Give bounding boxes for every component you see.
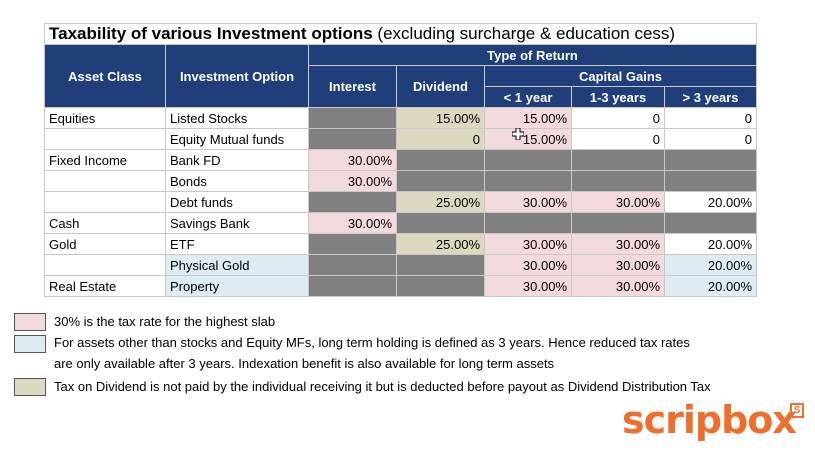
cell-dividend[interactable] xyxy=(396,254,485,276)
cell-gt3[interactable]: 20.00% xyxy=(664,275,757,297)
cell-lt1[interactable]: 30.00% xyxy=(484,233,572,255)
cell-asset[interactable] xyxy=(44,128,166,150)
cell-gt3[interactable]: 20.00% xyxy=(664,191,757,213)
cell-1-3[interactable]: 30.00% xyxy=(571,254,665,276)
scripbox-badge-icon: S xyxy=(790,403,804,418)
cell-interest[interactable] xyxy=(308,254,397,276)
cell-1-3[interactable] xyxy=(571,212,665,234)
cell-interest[interactable]: 30.00% xyxy=(308,170,397,192)
legend-swatch-pink xyxy=(14,313,46,331)
cell-1-3[interactable]: 30.00% xyxy=(571,275,665,297)
cell-dividend[interactable]: 0 xyxy=(396,128,485,150)
cell-lt1[interactable]: 30.00% xyxy=(484,254,572,276)
cell-asset[interactable]: Real Estate xyxy=(44,275,166,297)
title-rest: (excluding surcharge & education cess) xyxy=(372,24,676,44)
header-investment-option: Investment Option xyxy=(165,44,309,108)
cell-gt3[interactable] xyxy=(664,212,757,234)
header-gt3: > 3 years xyxy=(664,86,757,108)
cell-1-3[interactable]: 30.00% xyxy=(571,191,665,213)
cell-dividend[interactable] xyxy=(396,275,485,297)
cell-asset[interactable]: Cash xyxy=(44,212,166,234)
cell-1-3[interactable]: 0 xyxy=(571,128,665,150)
cell-lt1[interactable] xyxy=(484,170,572,192)
cell-gt3[interactable]: 0 xyxy=(664,128,757,150)
cell-1-3[interactable] xyxy=(571,170,665,192)
cell-gt3[interactable] xyxy=(664,149,757,171)
table-row: Real Estate Property 30.00% 30.00% 20.00… xyxy=(44,275,757,297)
header-dividend: Dividend xyxy=(396,65,485,108)
cell-1-3[interactable]: 30.00% xyxy=(571,233,665,255)
cell-asset[interactable]: Equities xyxy=(44,107,166,129)
cell-dividend[interactable] xyxy=(396,149,485,171)
cell-gt3[interactable]: 20.00% xyxy=(664,233,757,255)
scripbox-logo: scripbox xyxy=(622,398,797,442)
cell-dividend[interactable] xyxy=(396,212,485,234)
cell-asset[interactable] xyxy=(44,191,166,213)
header-1-3: 1-3 years xyxy=(571,86,665,108)
cell-cursor-icon xyxy=(512,128,524,140)
title-bold: Taxability of various Investment options xyxy=(49,24,373,44)
taxability-table: Taxability of various Investment options… xyxy=(44,23,757,297)
cell-lt1[interactable]: 30.00% xyxy=(484,275,572,297)
cell-gt3[interactable]: 0 xyxy=(664,107,757,129)
table-row: Equities Listed Stocks 15.00% 15.00% 0 0 xyxy=(44,107,757,129)
table-row: Equity Mutual funds 0 15.00% 0 0 xyxy=(44,128,757,150)
cell-gt3[interactable]: 20.00% xyxy=(664,254,757,276)
cell-interest[interactable] xyxy=(308,107,397,129)
table-row: Gold ETF 25.00% 30.00% 30.00% 20.00% xyxy=(44,233,757,255)
legend-tan-text: Tax on Dividend is not paid by the indiv… xyxy=(54,379,711,394)
cell-gt3[interactable] xyxy=(664,170,757,192)
cell-interest[interactable]: 30.00% xyxy=(308,212,397,234)
cell-option[interactable]: Listed Stocks xyxy=(165,107,309,129)
cell-dividend[interactable]: 25.00% xyxy=(396,191,485,213)
cell-1-3[interactable]: 0 xyxy=(571,107,665,129)
table-row: Bonds 30.00% xyxy=(44,170,757,192)
cell-lt1[interactable]: 30.00% xyxy=(484,191,572,213)
header-lt1: < 1 year xyxy=(484,86,572,108)
cell-option[interactable]: Physical Gold xyxy=(165,254,309,276)
cell-option[interactable]: Debt funds xyxy=(165,191,309,213)
header-type-of-return: Type of Return xyxy=(308,44,757,66)
spreadsheet: Taxability of various Investment options… xyxy=(44,23,757,297)
table-row: Cash Savings Bank 30.00% xyxy=(44,212,757,234)
cell-option[interactable]: Bank FD xyxy=(165,149,309,171)
cell-option[interactable]: Equity Mutual funds xyxy=(165,128,309,150)
cell-lt1[interactable]: 15.00% xyxy=(484,107,572,129)
header-capital-gains: Capital Gains xyxy=(484,65,757,87)
cell-option[interactable]: Savings Bank xyxy=(165,212,309,234)
legend-pink-text: 30% is the tax rate for the highest slab xyxy=(54,314,276,329)
cell-dividend[interactable]: 25.00% xyxy=(396,233,485,255)
cell-lt1[interactable]: 15.00% xyxy=(484,128,572,150)
cell-interest[interactable] xyxy=(308,275,397,297)
header-interest: Interest xyxy=(308,65,397,108)
legend-swatch-blue xyxy=(14,335,46,353)
cell-option[interactable]: ETF xyxy=(165,233,309,255)
cell-interest[interactable] xyxy=(308,128,397,150)
table-row: Physical Gold 30.00% 30.00% 20.00% xyxy=(44,254,757,276)
header-asset-class: Asset Class xyxy=(44,44,166,108)
table-row: Fixed Income Bank FD 30.00% xyxy=(44,149,757,171)
table-row: Debt funds 25.00% 30.00% 30.00% 20.00% xyxy=(44,191,757,213)
cell-asset[interactable]: Gold xyxy=(44,233,166,255)
cell-option[interactable]: Property xyxy=(165,275,309,297)
cell-1-3[interactable] xyxy=(571,149,665,171)
cell-lt1[interactable] xyxy=(484,149,572,171)
cell-lt1[interactable] xyxy=(484,212,572,234)
legend-blue-text-1: For assets other than stocks and Equity … xyxy=(54,335,690,350)
cell-asset[interactable]: Fixed Income xyxy=(44,149,166,171)
legend-blue-text-2: are only available after 3 years. Indexa… xyxy=(54,356,555,371)
legend-swatch-tan xyxy=(14,378,46,396)
cell-interest[interactable] xyxy=(308,191,397,213)
cell-option[interactable]: Bonds xyxy=(165,170,309,192)
cell-asset[interactable] xyxy=(44,254,166,276)
cell-interest[interactable]: 30.00% xyxy=(308,149,397,171)
legend: 30% is the tax rate for the highest slab… xyxy=(14,311,804,401)
cell-dividend[interactable] xyxy=(396,170,485,192)
cell-interest[interactable] xyxy=(308,233,397,255)
cell-dividend[interactable]: 15.00% xyxy=(396,107,485,129)
table-title: Taxability of various Investment options… xyxy=(44,23,757,45)
cell-asset[interactable] xyxy=(44,170,166,192)
